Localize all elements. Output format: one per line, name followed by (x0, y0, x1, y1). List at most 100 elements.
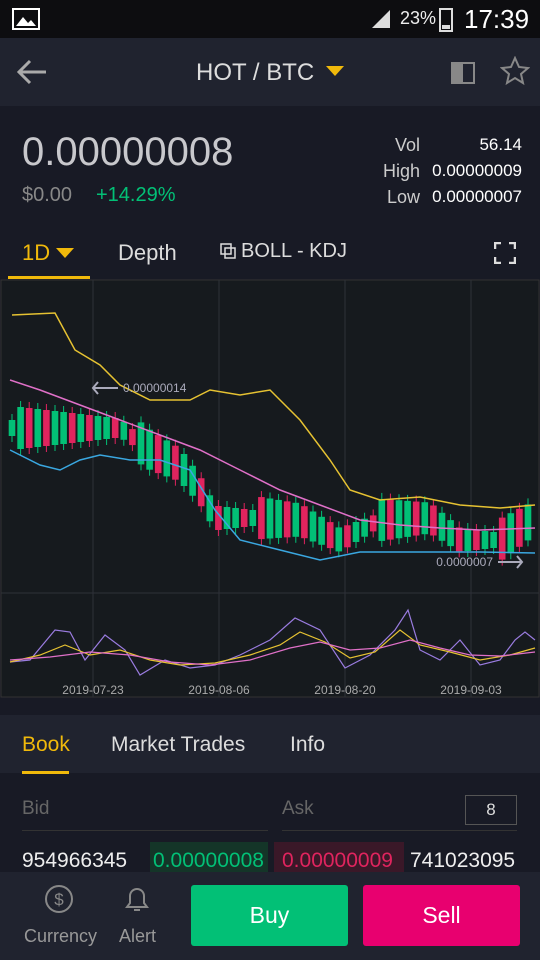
indicator-icon (220, 243, 236, 259)
boll-mid (9, 379, 536, 531)
compare-button[interactable] (450, 58, 478, 88)
book-tabs (0, 715, 540, 773)
candle-body (240, 509, 248, 527)
bid-amount: 954966345 (22, 849, 128, 872)
candle-body (447, 520, 454, 547)
candle-body (111, 418, 119, 438)
x-date-label: 2019-07-23 (62, 683, 124, 697)
candle-body (344, 525, 351, 548)
divider (22, 830, 268, 831)
back-button[interactable] (16, 58, 50, 86)
candle-body (352, 522, 360, 542)
fullscreen-button[interactable] (494, 242, 516, 264)
kdj-k (9, 629, 536, 666)
status-bar (0, 0, 540, 38)
currency-icon[interactable]: $ (43, 883, 75, 915)
kdj-d (9, 639, 536, 666)
grid (1, 280, 539, 697)
stat-label: High (382, 161, 420, 181)
candles (8, 401, 532, 566)
candle-body (154, 435, 162, 474)
candle-body (60, 412, 67, 444)
candle-body (309, 511, 317, 542)
candle-body (490, 532, 497, 548)
candle-body (404, 500, 411, 537)
candle-body (438, 512, 446, 541)
interval-dropdown[interactable] (56, 248, 74, 260)
candle-body (516, 508, 523, 547)
stat-value: 56.14 (479, 135, 522, 154)
candle-body (498, 517, 506, 560)
candle-body (369, 515, 377, 532)
candle-body (524, 504, 532, 541)
min-marker: 0.0000007 (436, 555, 493, 569)
gallery-icon (12, 8, 40, 30)
candle-body (412, 501, 420, 536)
candle-body (318, 516, 325, 545)
stat-value: 0.00000007 (432, 187, 522, 206)
signal-icon (372, 10, 390, 28)
sell-button[interactable]: Sell (363, 885, 520, 946)
candle-body (215, 506, 222, 530)
bid-header: Bid (22, 798, 50, 819)
candle-body (8, 420, 16, 436)
candle-body (292, 502, 300, 537)
stat-value: 0.00000009 (432, 161, 522, 180)
candle-body (43, 410, 50, 446)
pair-title[interactable]: HOT / BTC (196, 59, 315, 86)
candle-body (266, 498, 274, 539)
ask-price: 0.00000009 (282, 849, 393, 872)
book-tab[interactable]: Info (290, 733, 326, 756)
max-arrow (91, 381, 118, 395)
candle-body (507, 513, 515, 554)
candle-body (197, 478, 205, 507)
candle-body (455, 527, 463, 552)
active-tab-indicator (8, 276, 90, 279)
price-change: +14.29% (96, 184, 176, 206)
boll-lower (9, 449, 536, 561)
battery-icon (439, 8, 453, 32)
last-price: 0.00000008 (22, 130, 234, 174)
candle-body (206, 495, 214, 522)
pair-dropdown[interactable] (326, 66, 344, 78)
candle-body (249, 510, 257, 526)
currency-label[interactable]: Currency (24, 926, 98, 946)
candle-body (51, 411, 59, 445)
candle-body (223, 507, 231, 529)
alert-icon[interactable] (122, 883, 152, 915)
indicator-tab[interactable]: BOLL - KDJ (241, 240, 347, 262)
bid-price: 0.00000008 (153, 849, 264, 872)
candle-body (275, 499, 282, 538)
depth-selector[interactable]: 8 (465, 795, 517, 825)
active-book-tab (22, 771, 69, 774)
ask-header: Ask (282, 798, 314, 819)
interval-tab[interactable]: 1D (22, 240, 51, 265)
candle-body (430, 505, 437, 536)
kline-chart: 0.00000014 0.0000007 2019-07-23 2019-08-0… (0, 279, 540, 698)
candle-body (464, 529, 472, 551)
stat-label: Low (386, 187, 420, 207)
candle-body (86, 415, 93, 441)
candle-body (25, 408, 33, 448)
chart-frame (0, 279, 540, 698)
candle-body (387, 499, 394, 540)
alert-label[interactable]: Alert (119, 926, 157, 946)
depth-tab[interactable]: Depth (118, 240, 177, 265)
favorite-button[interactable] (500, 56, 530, 86)
x-date-label: 2019-09-03 (440, 683, 502, 697)
candle-body (94, 416, 102, 440)
candle-body (103, 417, 110, 439)
candle-body (189, 465, 196, 496)
divider (282, 830, 517, 831)
buy-button[interactable]: Buy (191, 885, 348, 946)
candle-body (77, 414, 85, 442)
candle-body (258, 497, 265, 540)
candle-body (473, 530, 480, 550)
active-book-tab-label[interactable]: Book (22, 733, 70, 756)
candle-body (172, 445, 179, 480)
ask-amount: 741023095 (410, 849, 516, 872)
candle-body (378, 498, 386, 541)
candle-body (180, 454, 188, 486)
book-tab[interactable]: Market Trades (111, 733, 246, 756)
